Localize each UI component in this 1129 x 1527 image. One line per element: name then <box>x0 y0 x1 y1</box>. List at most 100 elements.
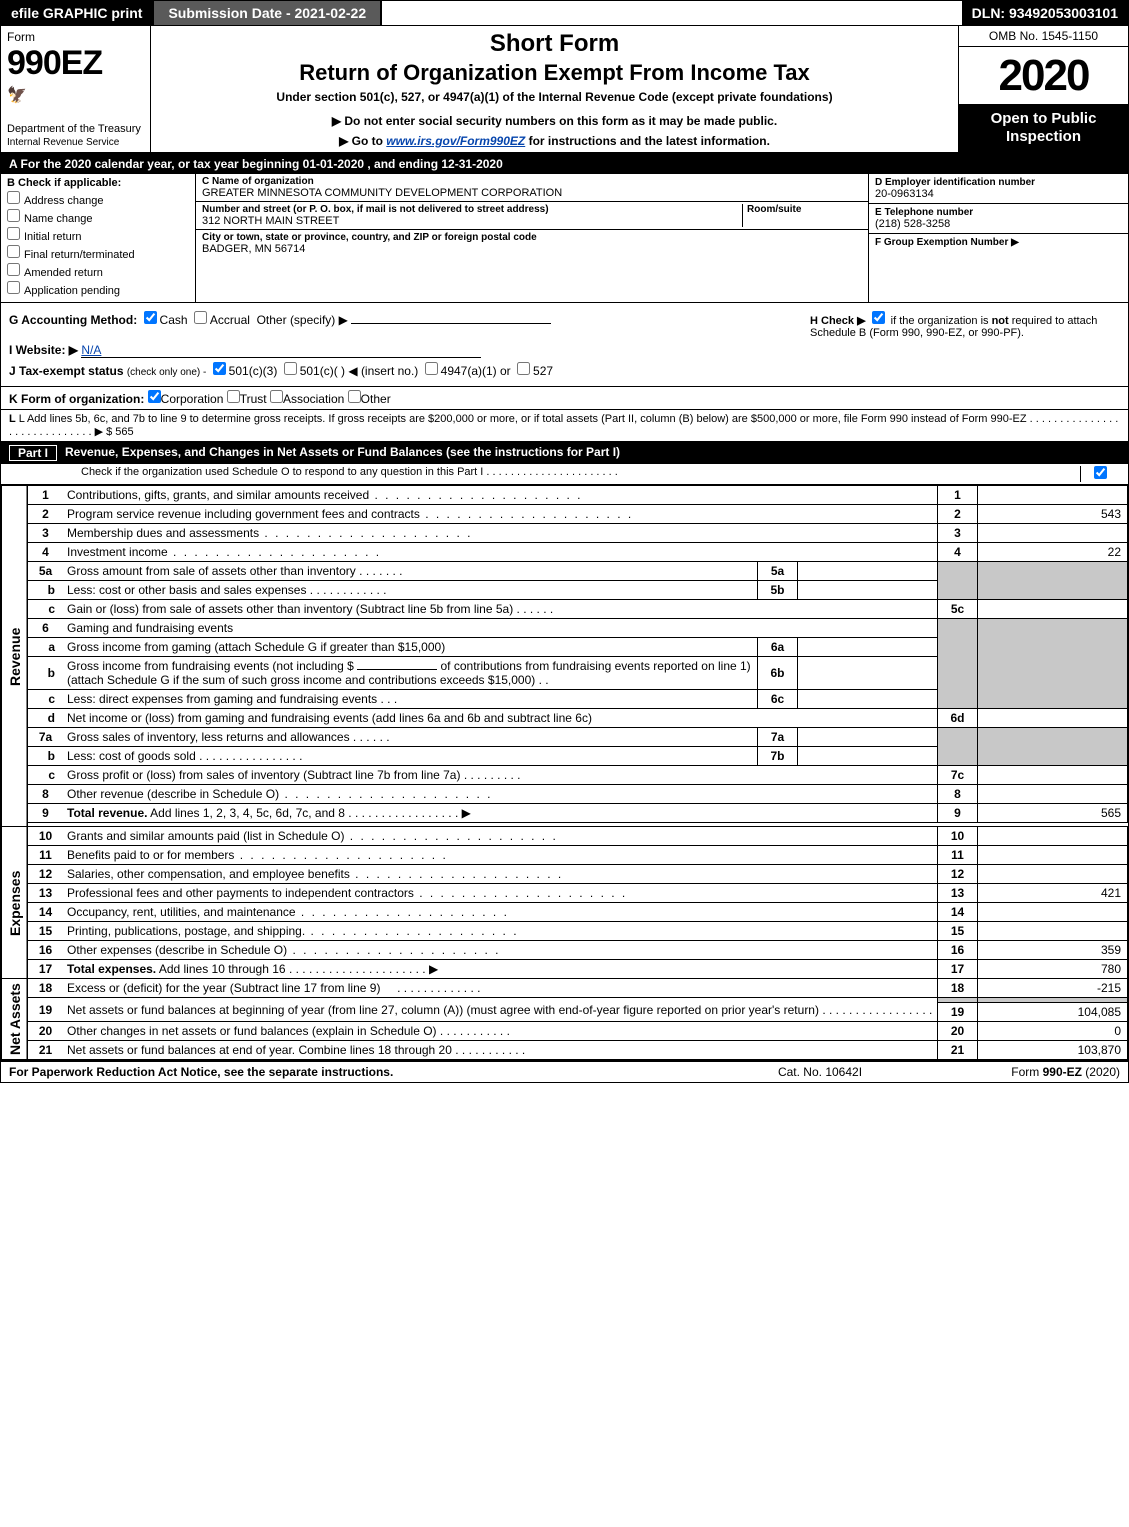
city-value: BADGER, MN 56714 <box>202 243 862 255</box>
desc-17: Total expenses. Add lines 10 through 16 … <box>63 960 938 979</box>
greyval-6 <box>978 619 1128 709</box>
ln-8: 8 <box>27 785 63 804</box>
lbl-final-return: Final return/terminated <box>24 249 135 261</box>
checkbox-final-return[interactable] <box>7 245 20 258</box>
checkbox-trust[interactable] <box>227 390 240 403</box>
checkbox-accrual[interactable] <box>194 311 207 324</box>
website-value[interactable]: N/A <box>81 343 101 357</box>
chk-amended-return: Amended return <box>7 263 189 279</box>
6b-blank <box>357 669 437 670</box>
grey-7ab <box>938 728 978 766</box>
form-word: Form <box>7 30 144 44</box>
rnum-4: 4 <box>938 543 978 562</box>
lbl-assoc: Association <box>283 392 344 406</box>
checkbox-501c3[interactable] <box>213 362 226 375</box>
rval-13: 421 <box>978 884 1128 903</box>
lbl-application-pending: Application pending <box>24 285 120 297</box>
checkbox-amended-return[interactable] <box>7 263 20 276</box>
open-to-public: Open to Public Inspection <box>959 104 1128 152</box>
lbl-cash: Cash <box>160 313 188 327</box>
checkbox-4947[interactable] <box>425 362 438 375</box>
row-7a: 7a Gross sales of inventory, less return… <box>2 728 1128 747</box>
rval-21: 103,870 <box>978 1041 1128 1060</box>
desc-7b: Less: cost of goods sold . . . . . . . .… <box>63 747 758 766</box>
desc-7a: Gross sales of inventory, less returns a… <box>63 728 758 747</box>
desc-11: Benefits paid to or for members <box>63 846 938 865</box>
k-label: K Form of organization: <box>9 392 144 406</box>
dln-label: DLN: 93492053003101 <box>962 1 1128 25</box>
group-label: F Group Exemption Number ▶ <box>875 237 1122 248</box>
footer-center: Cat. No. 10642I <box>720 1065 920 1079</box>
ln-2: 2 <box>27 505 63 524</box>
page-footer: For Paperwork Reduction Act Notice, see … <box>1 1060 1128 1082</box>
rnum-6d: 6d <box>938 709 978 728</box>
section-h: H Check ▶ if the organization is not req… <box>800 311 1120 339</box>
rval-15 <box>978 922 1128 941</box>
link-prefix: ▶ Go to <box>339 134 386 148</box>
section-b-header: B Check if applicable: <box>7 177 189 189</box>
checkbox-cash[interactable] <box>144 311 157 324</box>
sidelabel-netassets: Net Assets <box>2 979 28 1060</box>
rnum-1: 1 <box>938 486 978 505</box>
row-12: 12 Salaries, other compensation, and emp… <box>2 865 1128 884</box>
checkbox-other-org[interactable] <box>348 390 361 403</box>
row-18: Net Assets 18 Excess or (deficit) for th… <box>2 979 1128 998</box>
desc-19: Net assets or fund balances at beginning… <box>63 998 938 1022</box>
checkbox-initial-return[interactable] <box>7 227 20 240</box>
row-20: 20 Other changes in net assets or fund b… <box>2 1022 1128 1041</box>
subval-6b <box>798 657 938 690</box>
rnum-20: 20 <box>938 1022 978 1041</box>
lbl-amended-return: Amended return <box>24 267 103 279</box>
checkbox-assoc[interactable] <box>270 390 283 403</box>
rnum-21: 21 <box>938 1041 978 1060</box>
tel-label: E Telephone number <box>875 207 1122 218</box>
section-i: I Website: ▶ N/A <box>9 343 1120 358</box>
rval-3 <box>978 524 1128 543</box>
row-14: 14 Occupancy, rent, utilities, and maint… <box>2 903 1128 922</box>
ln-4: 4 <box>27 543 63 562</box>
checkbox-name-change[interactable] <box>7 209 20 222</box>
row-4: 4 Investment income 4 22 <box>2 543 1128 562</box>
checkbox-501c[interactable] <box>284 362 297 375</box>
sidelabel-expenses: Expenses <box>2 827 28 979</box>
sub-6c: 6c <box>758 690 798 709</box>
subtitle: Under section 501(c), 527, or 4947(a)(1)… <box>161 90 948 104</box>
checkbox-h[interactable] <box>872 311 885 324</box>
chk-application-pending: Application pending <box>7 281 189 297</box>
room-label: Room/suite <box>747 204 862 215</box>
section-d: D Employer identification number 20-0963… <box>868 174 1128 302</box>
rval-4: 22 <box>978 543 1128 562</box>
title-short-form: Short Form <box>161 30 948 58</box>
checkbox-application-pending[interactable] <box>7 281 20 294</box>
desc-20: Other changes in net assets or fund bala… <box>63 1022 938 1041</box>
rval-2: 543 <box>978 505 1128 524</box>
footer-form-no: 990-EZ <box>1043 1065 1082 1079</box>
lbl-4947: 4947(a)(1) or <box>441 364 511 378</box>
ln-6b: b <box>27 657 63 690</box>
checkbox-527[interactable] <box>517 362 530 375</box>
arrow-9: ▶ <box>462 806 471 820</box>
subval-6c <box>798 690 938 709</box>
checkbox-corp[interactable] <box>148 390 161 403</box>
rnum-16: 16 <box>938 941 978 960</box>
desc-6d: Net income or (loss) from gaming and fun… <box>63 709 938 728</box>
ln-17: 17 <box>27 960 63 979</box>
row-j: J Tax-exempt status (check only one) - 5… <box>9 362 1120 378</box>
ln-5c: c <box>27 600 63 619</box>
ein-value: 20-0963134 <box>875 188 1122 200</box>
irs-link[interactable]: www.irs.gov/Form990EZ <box>386 134 525 148</box>
checkbox-schedule-o[interactable] <box>1094 466 1107 479</box>
checkbox-address-change[interactable] <box>7 191 20 204</box>
part1-sub: Check if the organization used Schedule … <box>1 464 1128 485</box>
greyval-5ab <box>978 562 1128 600</box>
ln-7a: 7a <box>27 728 63 747</box>
rval-5c <box>978 600 1128 619</box>
desc-14: Occupancy, rent, utilities, and maintena… <box>63 903 938 922</box>
desc-3: Membership dues and assessments <box>63 524 938 543</box>
submission-date: Submission Date - 2021-02-22 <box>152 1 382 25</box>
grey-6 <box>938 619 978 709</box>
ln-12: 12 <box>27 865 63 884</box>
lbl-other: Other (specify) ▶ <box>257 313 348 327</box>
desc-13: Professional fees and other payments to … <box>63 884 938 903</box>
top-bar: efile GRAPHIC print Submission Date - 20… <box>1 1 1128 26</box>
